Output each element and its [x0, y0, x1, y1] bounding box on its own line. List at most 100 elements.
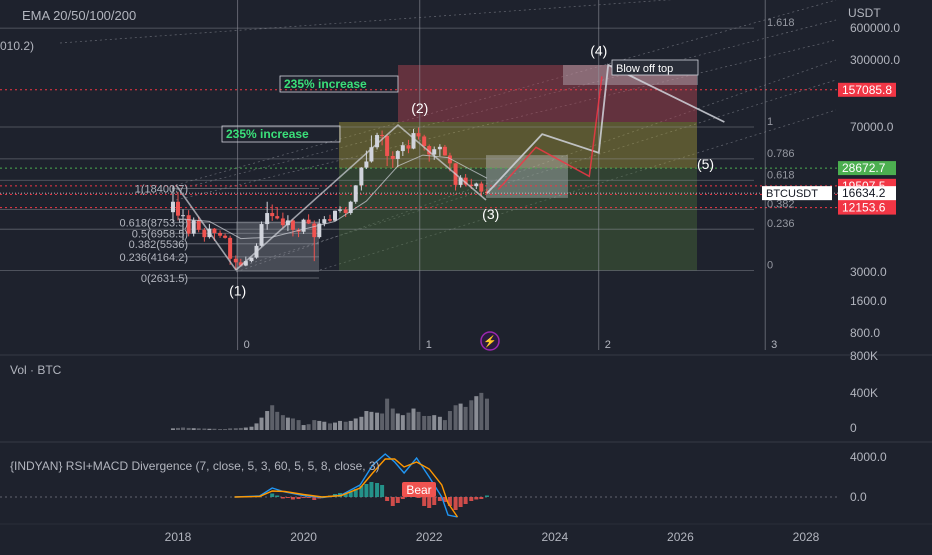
volume-bar — [427, 415, 432, 430]
candle-body — [348, 201, 353, 214]
histogram-bar — [353, 489, 358, 497]
volume-bar — [390, 408, 395, 430]
time-fib-label: 2 — [605, 339, 611, 351]
volume-bar — [243, 427, 248, 430]
fib-right-label: 0 — [767, 259, 773, 271]
candle-body — [186, 215, 191, 234]
candle-body — [249, 257, 254, 262]
time-fib-label: 0 — [244, 339, 250, 351]
wave-label: (5) — [697, 156, 714, 172]
price-axis[interactable]: 600000.0 300000.0 70000.0 3000.0 1600.0 800.0… — [762, 21, 900, 340]
projection-paths — [175, 63, 725, 271]
volume-bar — [238, 427, 243, 430]
time-tick: 2028 — [793, 530, 820, 544]
histogram-bar — [458, 497, 463, 507]
volume-bar — [474, 396, 479, 430]
volume-bar — [306, 424, 311, 430]
wave-projection-path — [486, 63, 725, 194]
volume-bar — [223, 429, 228, 430]
histogram-bar — [447, 497, 452, 506]
candle-body — [280, 218, 285, 226]
candle-body — [395, 151, 400, 159]
histogram-bar — [285, 497, 290, 498]
volume-bar — [343, 421, 348, 430]
histogram-bar — [348, 492, 353, 497]
candle-body — [301, 219, 306, 232]
histogram-bar — [395, 497, 400, 503]
histogram-bar — [442, 497, 447, 502]
volume-bar — [176, 427, 180, 430]
price-tick: 300000.0 — [850, 53, 900, 67]
volume-bar — [275, 411, 280, 430]
volume-bar — [348, 420, 353, 430]
volume-bar — [369, 411, 374, 430]
volume-bar — [432, 415, 437, 430]
volume-bar — [301, 425, 306, 430]
corner-fib-label: 010.2) — [0, 39, 34, 53]
volume-bar — [202, 428, 207, 430]
candle-body — [312, 223, 317, 238]
wave-label: (3) — [482, 206, 499, 222]
volume-bar — [484, 398, 489, 430]
histogram-bar — [296, 497, 301, 499]
price-tick: 70000.0 — [850, 120, 894, 134]
currency-label: USDT — [848, 6, 881, 20]
candle-body — [359, 167, 364, 186]
oscillator-pane: Bear 4000.0 0.0 — [0, 450, 887, 518]
volume-bar — [447, 411, 452, 430]
candle-body — [474, 183, 479, 187]
volume-bar — [191, 428, 196, 430]
candle-body — [181, 215, 186, 217]
ema-line — [177, 154, 488, 240]
fib-right-label: 1 — [767, 116, 773, 128]
lightning-icon-glyph: ⚡ — [483, 335, 497, 348]
volume-bar — [290, 418, 295, 430]
annotation-box — [279, 75, 399, 93]
candle-body — [338, 209, 343, 211]
price-label: 157085.8 — [842, 83, 892, 97]
histogram-bar — [270, 493, 275, 497]
oscillator-title[interactable]: {INDYAN} RSI+MACD Divergence (7, close, … — [10, 459, 380, 473]
volume-title[interactable]: Vol · BTC — [10, 363, 62, 377]
histogram-bar — [280, 497, 285, 499]
time-tick: 2018 — [165, 530, 192, 544]
candle-body — [196, 220, 201, 230]
volume-bar — [364, 411, 369, 430]
chart-labels: (1)(2)(3)(4)(5)1(18400.7)0.618(8753.5)0.… — [120, 17, 795, 351]
wave-2-path — [235, 123, 487, 271]
volume-bar — [265, 411, 270, 430]
histogram-bar — [463, 497, 468, 504]
price-tick: 800.0 — [850, 326, 880, 340]
indicator-title[interactable]: EMA 20/50/100/200 — [22, 8, 136, 23]
price-label: 28672.7 — [842, 161, 886, 175]
volume-bar — [170, 428, 175, 430]
symbol-tag-bg — [762, 186, 832, 201]
histogram-bar — [437, 497, 442, 501]
annotation-text: 235% increase — [284, 77, 367, 91]
histogram-bar — [427, 497, 432, 508]
candle-body — [442, 146, 447, 156]
candle-body — [427, 146, 432, 155]
volume-bar — [181, 427, 186, 430]
volume-bar — [458, 403, 463, 430]
candle-body — [369, 147, 374, 162]
candle-body — [390, 155, 395, 159]
candle-body — [212, 228, 217, 233]
candle-body — [432, 149, 437, 155]
volume-bar — [212, 428, 217, 430]
fib-left-label: 0.618(8753.5) — [120, 218, 189, 230]
candle-body — [385, 135, 390, 156]
lightning-icon[interactable] — [480, 331, 500, 351]
price-tick: 3000.0 — [850, 265, 887, 279]
time-axis[interactable]: 2018 2020 2022 2024 2026 2028 — [165, 530, 820, 544]
candle-body — [463, 177, 468, 185]
candle-body — [259, 224, 264, 246]
volume-bar — [296, 420, 301, 430]
volume-tick: 0 — [850, 421, 857, 435]
fib-left-label: 0.382(5536) — [129, 239, 188, 251]
volume-bar — [233, 428, 238, 430]
histogram-bar — [301, 497, 306, 498]
volume-bar — [249, 426, 254, 430]
